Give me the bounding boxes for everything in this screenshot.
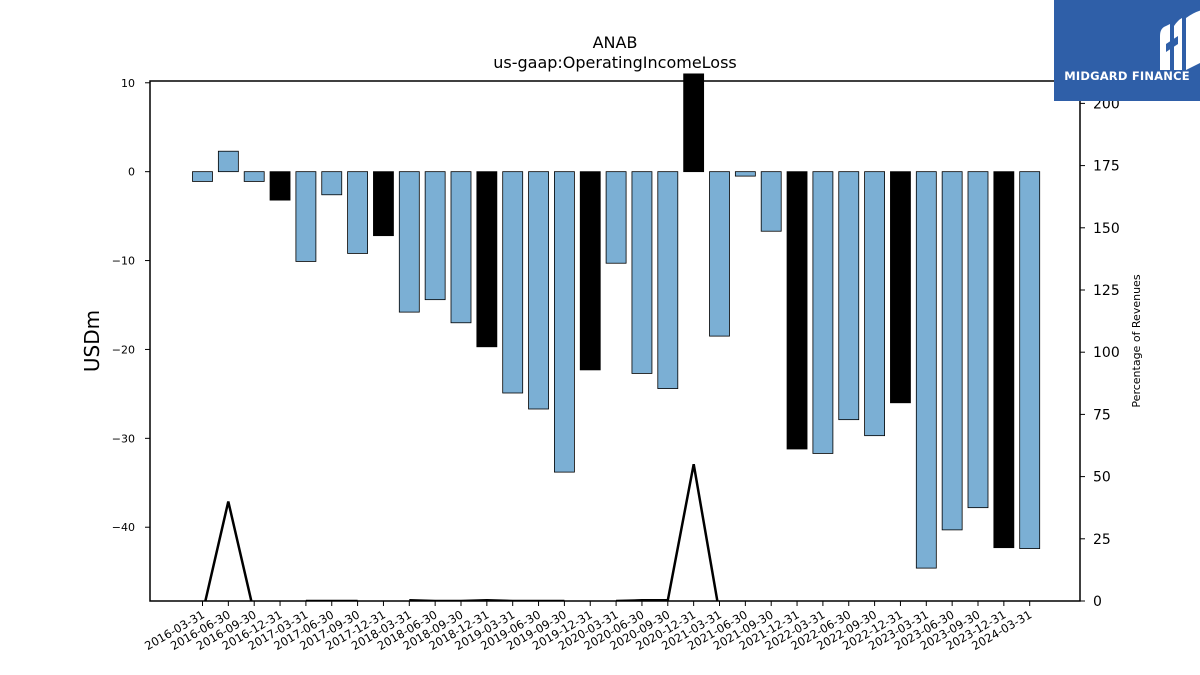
bar-2020-09-30 xyxy=(657,171,679,389)
y2-axis-label: Percentage of Revenues xyxy=(1130,274,1143,407)
bar-2022-03-31 xyxy=(812,171,834,454)
bar-2019-12-31 xyxy=(579,171,601,371)
bar-2022-06-30 xyxy=(838,171,860,421)
y-tick-label: −20 xyxy=(112,343,135,356)
bar-2016-03-31 xyxy=(192,171,213,182)
bar-2017-09-30 xyxy=(347,171,369,254)
y2-tick-label: 50 xyxy=(1093,470,1111,486)
bar-2023-06-30 xyxy=(941,171,963,531)
logo-text: MIDGARD FINANCE xyxy=(1064,69,1190,83)
bar-2016-09-30 xyxy=(243,171,265,182)
bar-2018-03-31 xyxy=(398,171,420,313)
bar-2017-12-31 xyxy=(373,171,394,237)
bar-2019-06-30 xyxy=(528,171,549,410)
bar-2019-03-31 xyxy=(502,171,524,394)
bar-2021-06-30 xyxy=(734,171,756,177)
line-group xyxy=(204,463,719,601)
y-tick-label: 0 xyxy=(128,166,135,179)
percentage-line-segment xyxy=(204,501,253,601)
bar-2018-12-31 xyxy=(476,171,498,348)
y-axis-label: USDm xyxy=(80,310,104,372)
brand-logo: MIDGARD FINANCE xyxy=(1054,0,1200,101)
y2-tick-label: 0 xyxy=(1093,594,1102,610)
y2-tick-label: 75 xyxy=(1093,407,1111,423)
y-axis: 10 0 −10 −20 −30 −40 xyxy=(112,77,150,534)
bars-group xyxy=(192,73,1041,569)
bar-2019-09-30 xyxy=(554,171,575,473)
y2-tick-label: 150 xyxy=(1093,221,1120,237)
y2-tick-label: 175 xyxy=(1093,159,1120,175)
y2-tick-label: 25 xyxy=(1093,532,1111,548)
y2-tick-label: 125 xyxy=(1093,283,1120,299)
bar-2017-03-31 xyxy=(295,171,317,262)
bar-2024-03-31 xyxy=(1019,171,1041,549)
bar-2018-09-30 xyxy=(450,171,472,324)
chart-title: ANAB xyxy=(593,33,638,52)
x-axis: 2016-03-312016-06-302016-09-302016-12-31… xyxy=(142,601,1034,653)
y2-tick-label: 100 xyxy=(1093,345,1120,361)
percentage-line-segment xyxy=(616,463,719,601)
bar-2023-12-31 xyxy=(993,171,1015,549)
bar-2023-03-31 xyxy=(915,171,937,569)
bar-2020-06-30 xyxy=(631,171,653,374)
bar-2017-06-30 xyxy=(321,171,343,196)
bar-2020-12-31 xyxy=(683,73,705,173)
bar-2021-12-31 xyxy=(786,171,808,450)
bar-2021-09-30 xyxy=(760,171,782,232)
bar-2022-12-31 xyxy=(890,171,911,404)
y-tick-label: −40 xyxy=(112,521,135,534)
y-tick-label: −10 xyxy=(112,255,135,268)
bar-2016-06-30 xyxy=(217,150,239,173)
bar-2020-03-31 xyxy=(605,171,627,264)
bar-2022-09-30 xyxy=(864,171,885,437)
chart-subtitle: us-gaap:OperatingIncomeLoss xyxy=(493,53,737,72)
plot-frame xyxy=(149,80,1081,602)
bar-2018-06-30 xyxy=(424,171,446,301)
y-tick-label: 10 xyxy=(121,77,135,90)
y-tick-label: −30 xyxy=(112,432,135,445)
logo-mark-icon xyxy=(1160,10,1200,70)
bar-2016-12-31 xyxy=(269,171,291,201)
bar-2021-03-31 xyxy=(709,171,730,337)
bar-2023-09-30 xyxy=(967,171,989,509)
